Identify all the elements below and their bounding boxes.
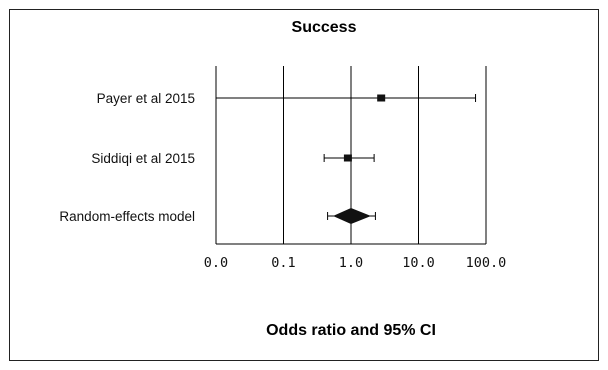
x-tick-label-3: 10.0 (402, 255, 435, 271)
x-tick-label-0: 0.0 (204, 255, 228, 271)
pooled-label: Random-effects model (59, 209, 195, 224)
x-tick-label-1: 0.1 (271, 255, 295, 271)
study-label: Siddiqi et al 2015 (91, 151, 195, 166)
chart-frame (9, 9, 599, 361)
pooled-diamond (333, 208, 371, 224)
chart-title: Success (292, 19, 357, 36)
study-label: Payer et al 2015 (97, 91, 195, 106)
x-tick-label-2: 1.0 (339, 255, 363, 271)
point-estimate-square (377, 94, 386, 102)
point-estimate-square (343, 154, 352, 162)
x-axis-label: Odds ratio and 95% CI (266, 322, 436, 339)
x-tick-label-4: 100.0 (466, 255, 507, 271)
